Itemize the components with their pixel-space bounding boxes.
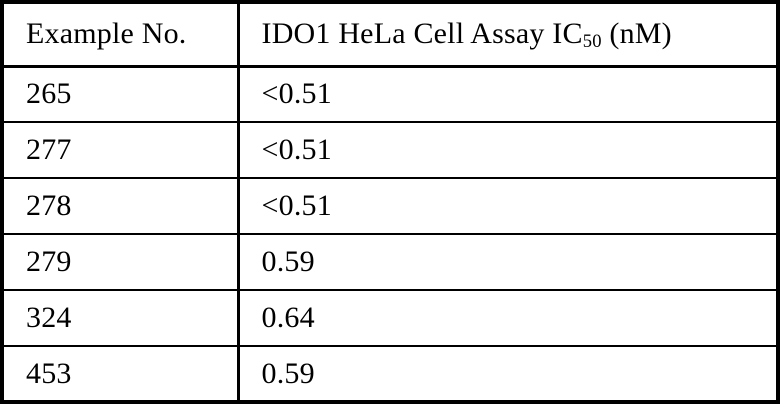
table-row: 265 <0.51 <box>1 65 779 123</box>
table-row: 277 <0.51 <box>1 121 779 179</box>
cell-example-no: 278 <box>1 177 240 235</box>
header-label-assay-prefix: IDO1 HeLa Cell Assay IC <box>261 17 583 51</box>
cell-ic50-value: <0.51 <box>237 65 779 123</box>
cell-ic50-value: 0.59 <box>237 233 779 291</box>
cell-example-no: 265 <box>1 65 240 123</box>
cell-ic50-value: 0.64 <box>237 289 779 347</box>
cell-example-no: 277 <box>1 121 240 179</box>
header-cell-assay-ic50: IDO1 HeLa Cell Assay IC50 (nM) <box>237 1 779 68</box>
cell-ic50-value: <0.51 <box>237 121 779 179</box>
table-row: 324 0.64 <box>1 289 779 347</box>
header-label-ic50-subscript: 50 <box>582 30 602 52</box>
table-row: 279 0.59 <box>1 233 779 291</box>
cell-ic50-value: <0.51 <box>237 177 779 235</box>
header-label-assay-unit: (nM) <box>601 17 672 51</box>
cell-example-no: 324 <box>1 289 240 347</box>
header-cell-example-no: Example No. <box>1 1 240 68</box>
cell-ic50-value: 0.59 <box>237 345 779 403</box>
table-header-row: Example No. IDO1 HeLa Cell Assay IC50 (n… <box>1 1 779 68</box>
table-row: 278 <0.51 <box>1 177 779 235</box>
cell-example-no: 279 <box>1 233 240 291</box>
header-label-example-no: Example No. <box>26 17 187 51</box>
cell-example-no: 453 <box>1 345 240 403</box>
table-row: 453 0.59 <box>1 345 779 403</box>
